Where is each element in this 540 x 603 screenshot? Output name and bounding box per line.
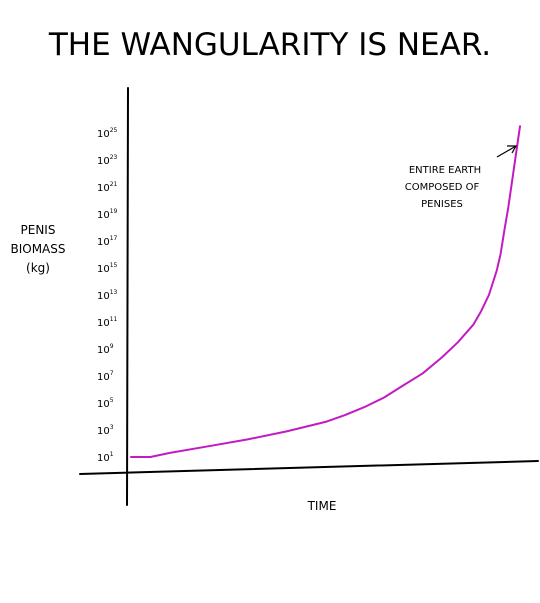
annotation-line-1: ENTIRE EARTH [409,165,481,176]
series-line [130,125,521,458]
y-axis-label-line-1: PENIS [21,223,56,237]
y-tick-label: 1019 [97,208,118,221]
y-tick-base: 10 [97,237,110,248]
y-tick-exponent: 15 [110,262,118,269]
y-tick-exponent: 9 [110,343,114,350]
y-tick-label: 109 [97,343,114,356]
y-tick-base: 10 [97,453,110,464]
y-tick-base: 10 [97,372,110,383]
annotation-arrow-shaft [496,145,517,158]
y-tick-label: 103 [97,424,114,437]
y-tick-exponent: 21 [110,181,118,188]
y-tick-base: 10 [97,318,110,329]
y-tick-base: 10 [97,183,110,194]
y-tick-exponent: 7 [110,370,114,377]
y-tick-base: 10 [97,291,110,302]
x-axis [79,460,539,475]
y-tick-base: 10 [97,156,110,167]
y-tick-exponent: 19 [110,208,118,215]
y-tick-base: 10 [97,426,110,437]
y-tick-base: 10 [97,129,110,140]
x-axis-label: TIME [307,499,337,513]
y-tick-exponent: 11 [110,316,118,323]
annotation-line-3: PENISES [421,199,463,210]
y-tick-exponent: 13 [110,289,118,296]
y-tick-label: 1015 [97,262,118,275]
y-tick-base: 10 [97,210,110,221]
y-axis-label-line-3: (kg) [26,261,50,275]
y-tick-base: 10 [97,264,110,275]
y-tick-exponent: 25 [110,127,118,134]
y-tick-label: 1011 [97,316,118,329]
y-tick-exponent: 1 [110,451,114,458]
y-tick-labels: 1011031051071091011101310151017101910211… [97,127,118,464]
annotation-arrow-head [507,145,518,154]
y-axis-label-line-2: BIOMASS [10,242,65,256]
y-tick-exponent: 3 [110,424,114,431]
y-tick-label: 1013 [97,289,118,302]
chart-title: THE WANGULARITY IS NEAR. [48,27,491,63]
y-tick-label: 1023 [97,154,118,167]
y-tick-label: 107 [97,370,114,383]
y-tick-base: 10 [97,345,110,356]
y-tick-exponent: 5 [110,397,114,404]
y-tick-label: 105 [97,397,114,410]
y-tick-label: 1025 [97,127,118,140]
y-tick-exponent: 17 [110,235,118,242]
y-tick-base: 10 [97,399,110,410]
y-tick-exponent: 23 [110,154,118,161]
y-axis [126,87,129,506]
annotation-line-2: COMPOSED OF [405,182,480,193]
y-tick-label: 1017 [97,235,118,248]
y-tick-label: 1021 [97,181,118,194]
y-tick-label: 101 [97,451,114,464]
